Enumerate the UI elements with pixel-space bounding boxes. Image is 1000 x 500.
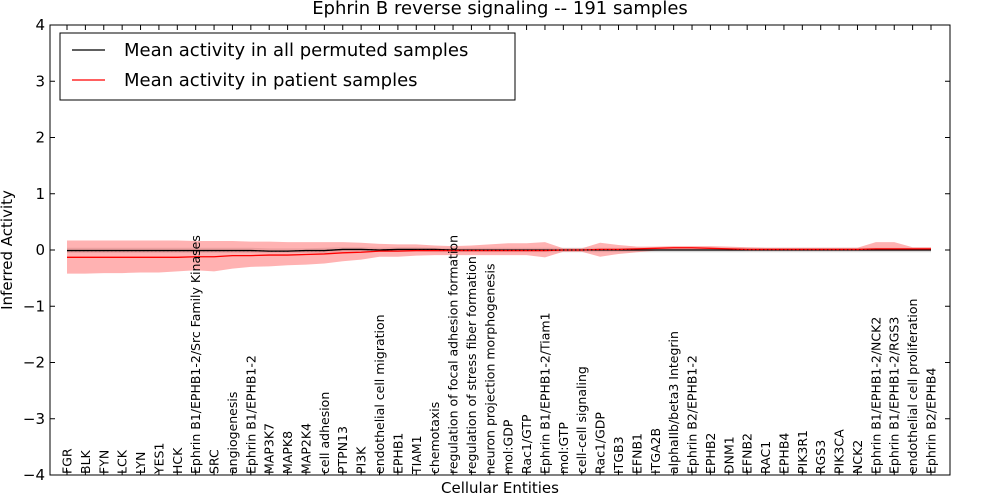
x-tick-label: Rac1/GDP bbox=[593, 412, 608, 474]
x-tick-label: angiogenesis bbox=[225, 392, 240, 474]
x-tick-label: PTPN13 bbox=[335, 426, 350, 474]
plot-frame bbox=[49, 24, 951, 476]
y-axis-label: Inferred Activity bbox=[0, 190, 16, 310]
x-tick-label: ITGA2B bbox=[648, 428, 663, 474]
x-tick-label: HCK bbox=[170, 447, 185, 474]
y-tick-label: −4 bbox=[23, 466, 45, 484]
x-tick-label: Ephrin B2/EPHB4 bbox=[924, 368, 939, 474]
x-tick-label: MAP3K7 bbox=[262, 423, 277, 474]
x-tick-label: cell-cell signaling bbox=[574, 366, 589, 474]
y-tick-label: 1 bbox=[35, 185, 45, 203]
x-tick-label: SRC bbox=[207, 449, 222, 474]
y-tick-label: 2 bbox=[35, 129, 45, 147]
x-tick-label: TIAM1 bbox=[409, 435, 424, 475]
legend-label-2: Mean activity in patient samples bbox=[124, 70, 418, 91]
x-tick-label: YES1 bbox=[151, 443, 166, 475]
legend-label-1: Mean activity in all permuted samples bbox=[124, 40, 468, 61]
x-tick-label: LYN bbox=[133, 452, 148, 474]
legend: Mean activity in all permuted samples Mea… bbox=[59, 32, 516, 101]
x-tick-label: regulation of focal adhesion formation bbox=[446, 235, 461, 474]
x-tick-label: alphaIIb/beta3 Integrin bbox=[666, 331, 681, 474]
y-tick-label: 3 bbox=[35, 72, 45, 90]
x-tick-label: Ephrin B1/EPHB1-2/NCK2 bbox=[868, 317, 883, 474]
y-tick-label: −3 bbox=[23, 410, 45, 428]
x-tick-label: BLK bbox=[78, 449, 93, 474]
x-tick-label: regulation of stress fiber formation bbox=[464, 256, 479, 474]
x-tick-label: EFNB2 bbox=[740, 433, 755, 474]
x-tick-label: Ephrin B1/EPHB1-2/Src Family Kinases bbox=[188, 235, 203, 474]
x-tick-label: MAP2K4 bbox=[298, 423, 313, 474]
x-tick-label: LCK bbox=[115, 449, 130, 474]
line-series-1-dots bbox=[67, 248, 931, 252]
x-tick-label: neuron projection morphogenesis bbox=[482, 263, 497, 474]
x-tick-label: FGR bbox=[60, 448, 75, 474]
y-tick-label: −1 bbox=[23, 297, 45, 315]
x-tick-label: FYN bbox=[96, 450, 111, 474]
x-tick-label: mol:GTP bbox=[556, 422, 571, 474]
series-lines bbox=[67, 247, 931, 258]
x-tick-label: EPHB4 bbox=[776, 433, 791, 474]
chart-title: Ephrin B reverse signaling -- 191 sample… bbox=[312, 0, 688, 19]
x-tick-label: chemotaxis bbox=[427, 402, 442, 474]
x-axis-ticks: FGR BLK FYN LCK LYN YES1 HCK Ephrin B1/EPHB1-2/… bbox=[60, 25, 939, 475]
x-tick-label: PIK3CA bbox=[832, 429, 847, 474]
x-tick-label: Ephrin B1/EPHB1-2 bbox=[243, 355, 258, 474]
y-tick-label: 0 bbox=[35, 241, 45, 259]
x-tick-label: PI3K bbox=[354, 446, 369, 474]
x-tick-label: MAPK8 bbox=[280, 431, 295, 474]
x-tick-label: RAC1 bbox=[758, 441, 773, 474]
x-axis-label: Cellular Entities bbox=[441, 479, 559, 497]
x-tick-label: ITGB3 bbox=[611, 436, 626, 474]
x-tick-label: EFNB1 bbox=[629, 433, 644, 474]
x-tick-label: DNM1 bbox=[721, 436, 736, 474]
x-tick-label: Ephrin B1/EPHB1-2/Tiam1 bbox=[537, 312, 552, 474]
x-tick-label: RGS3 bbox=[813, 440, 828, 474]
line-series-2 bbox=[67, 247, 931, 258]
x-tick-label: endothelial cell migration bbox=[372, 314, 387, 474]
x-tick-label: mol:GDP bbox=[501, 419, 516, 474]
x-tick-label: PIK3R1 bbox=[795, 430, 810, 474]
y-tick-label: 4 bbox=[35, 16, 45, 34]
x-tick-label: Ephrin B1/EPHB1-2/RGS3 bbox=[887, 317, 902, 474]
y-axis-ticks: −4 −3 −2 −1 0 1 2 3 4 bbox=[23, 16, 950, 484]
y-tick-label: −2 bbox=[23, 354, 45, 372]
x-tick-label: EPHB2 bbox=[703, 433, 718, 474]
x-tick-label: NCK2 bbox=[850, 440, 865, 474]
x-tick-label: Ephrin B2/EPHB1-2 bbox=[685, 355, 700, 474]
legend-box bbox=[59, 32, 516, 101]
x-tick-label: EPHB1 bbox=[390, 433, 405, 474]
x-tick-label: endothelial cell proliferation bbox=[905, 299, 920, 474]
x-tick-label: cell adhesion bbox=[317, 392, 332, 474]
x-tick-label: Rac1/GTP bbox=[519, 414, 534, 474]
